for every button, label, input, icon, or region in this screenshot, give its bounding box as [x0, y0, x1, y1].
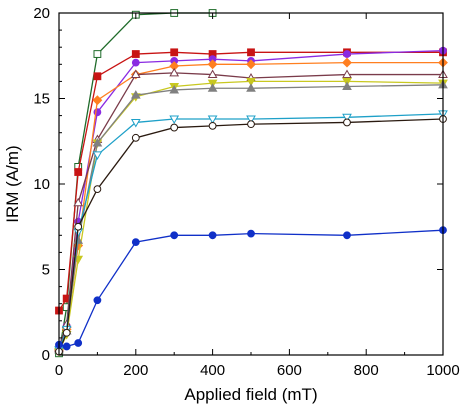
data-point [130, 69, 141, 79]
data-point [62, 342, 71, 351]
data-point [93, 72, 102, 81]
data-point [246, 59, 256, 70]
data-point [246, 115, 256, 125]
y-tick-label: 5 [42, 262, 50, 279]
series-10 [55, 226, 447, 351]
x-tick-label: 0 [55, 362, 63, 379]
data-point [343, 118, 351, 127]
data-point [169, 84, 180, 94]
data-point [74, 168, 83, 176]
x-tick-label: 800 [354, 362, 379, 379]
data-point [342, 69, 352, 79]
x-tick-label: 600 [277, 362, 302, 379]
data-point [246, 83, 256, 92]
series-9 [55, 115, 447, 356]
data-point [62, 328, 71, 337]
data-point [342, 81, 352, 91]
data-point [247, 229, 255, 238]
data-point [247, 120, 255, 129]
data-point [170, 48, 179, 57]
series-3 [55, 46, 447, 351]
series-line [58, 229, 444, 348]
data-point [208, 231, 217, 240]
x-tick-label: 400 [200, 362, 225, 379]
y-tick-label: 20 [33, 5, 50, 22]
data-point [131, 58, 140, 67]
series-4 [54, 57, 448, 355]
series-line [58, 61, 443, 351]
y-tick-label: 0 [42, 347, 50, 364]
data-point [92, 95, 103, 106]
data-point [131, 50, 140, 58]
data-point [342, 113, 352, 123]
y-axis-title: IRM (A/m) [3, 145, 22, 222]
y-tick-label: 10 [33, 176, 50, 193]
series-line [58, 51, 443, 311]
data-point [130, 90, 141, 99]
data-point [170, 123, 179, 132]
x-tick-label: 1000 [426, 362, 459, 379]
data-point [93, 296, 102, 305]
series-line [58, 72, 443, 349]
ticks-layer: 0 200 400 600 800 1000 0 5 10 15 20 [33, 5, 459, 379]
data-point [93, 185, 102, 194]
data-point [93, 50, 102, 58]
data-point [130, 118, 141, 128]
data-point [342, 57, 352, 68]
data-point [207, 59, 218, 70]
series-line [58, 49, 444, 347]
data-point [246, 77, 256, 87]
x-tick-label: 200 [123, 362, 148, 379]
data-point [92, 137, 103, 147]
data-point [343, 231, 351, 240]
data-point [73, 197, 84, 207]
data-point [169, 67, 180, 77]
y-tick-label: 15 [33, 91, 50, 108]
data-point [207, 83, 218, 92]
data-point [74, 339, 83, 347]
data-point [207, 115, 218, 125]
data-point [74, 222, 83, 231]
series-5 [54, 67, 448, 352]
data-point [208, 121, 217, 130]
data-point [207, 69, 218, 79]
series-line [58, 118, 444, 352]
series-layer [54, 9, 448, 358]
data-point [247, 48, 255, 57]
data-point [169, 115, 180, 125]
data-point [92, 151, 103, 160]
data-point [131, 238, 140, 247]
data-point [170, 231, 179, 240]
data-point [131, 133, 140, 142]
x-axis-title: Applied field (mT) [184, 385, 317, 404]
series-line [58, 80, 444, 352]
data-point [343, 50, 351, 58]
